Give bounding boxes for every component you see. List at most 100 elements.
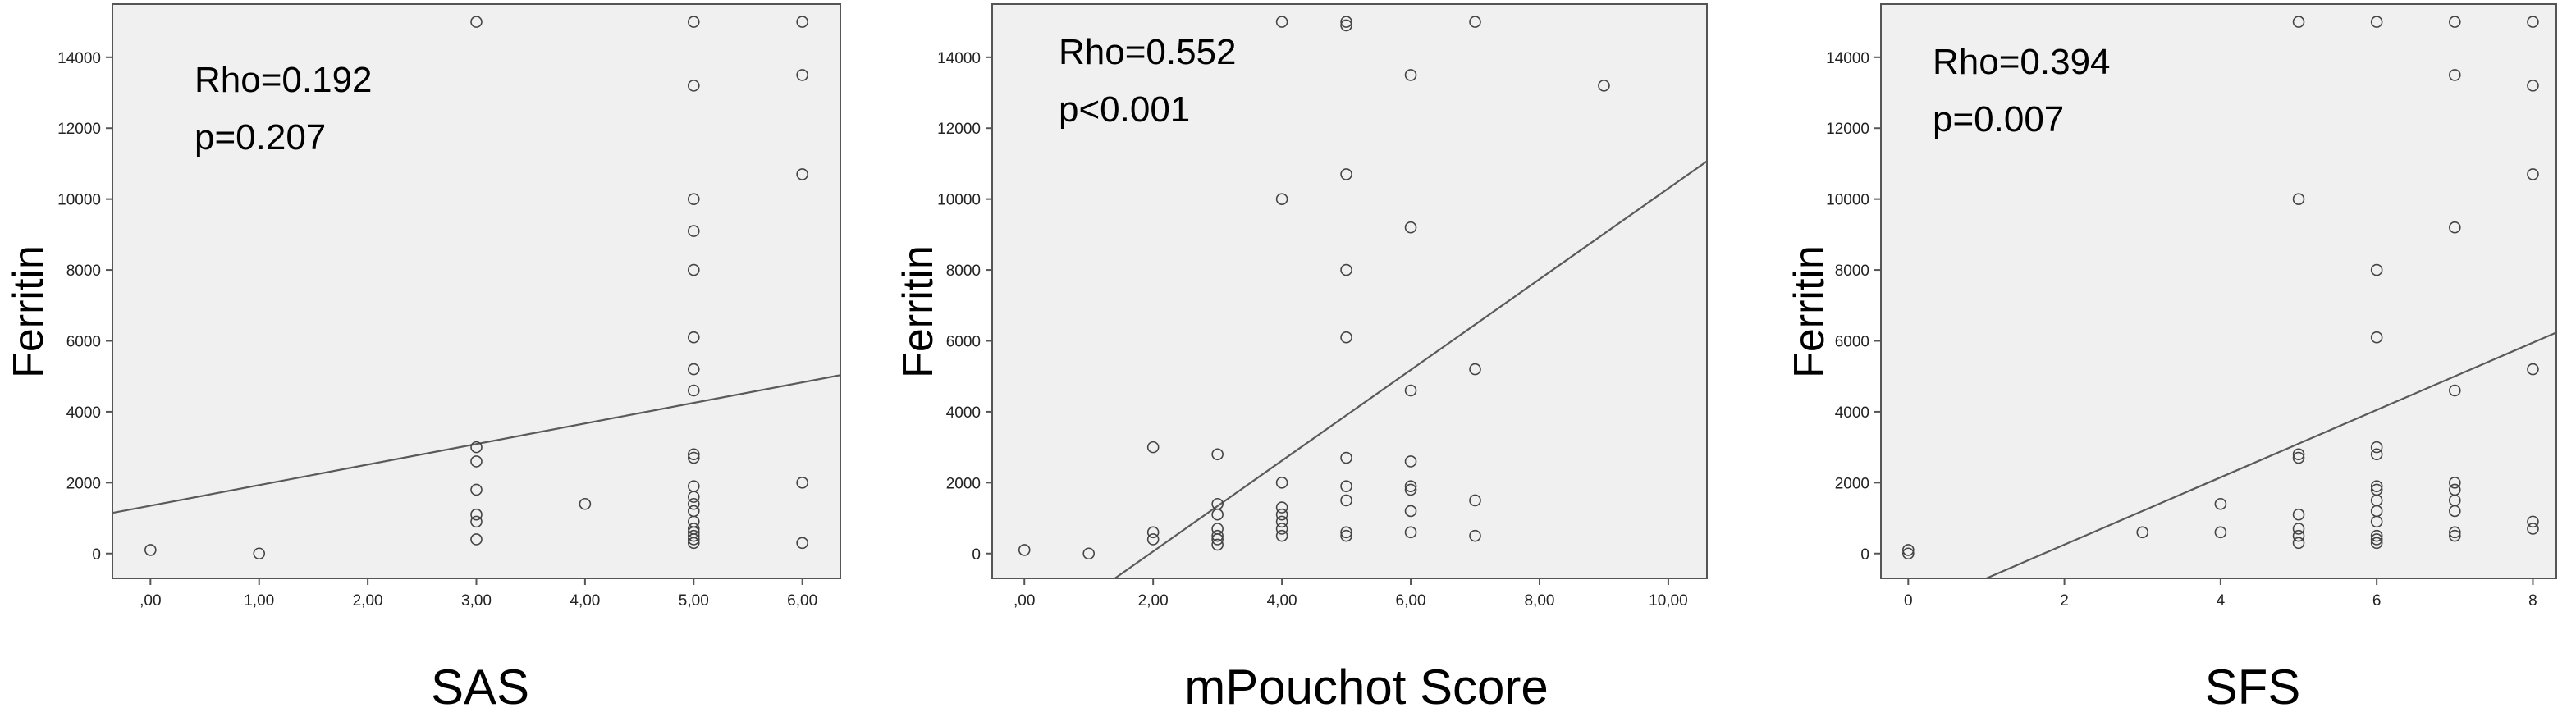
data-point bbox=[2292, 16, 2305, 28]
data-point bbox=[1340, 480, 1352, 492]
data-point bbox=[1469, 529, 1481, 542]
y-tick-label: 4000 bbox=[946, 404, 981, 422]
data-point bbox=[687, 225, 700, 237]
data-point bbox=[687, 363, 700, 376]
data-point bbox=[1340, 451, 1352, 464]
data-point bbox=[2449, 477, 2461, 489]
data-point bbox=[1340, 494, 1352, 507]
plot-area bbox=[1880, 3, 2557, 579]
scatter-panel-sfs: Ferritin SFS Rho=0.394 p=0.007 0 2000 4000… bbox=[1786, 3, 2557, 715]
y-tick-label: 10000 bbox=[1826, 192, 1869, 209]
data-point bbox=[2449, 505, 2461, 518]
x-tick-label: 5,00 bbox=[679, 592, 709, 610]
data-point bbox=[687, 529, 700, 542]
data-point bbox=[2370, 480, 2383, 492]
x-tick-label: 10,00 bbox=[1649, 592, 1688, 610]
data-point bbox=[470, 16, 483, 28]
data-point bbox=[1404, 480, 1417, 492]
fit-line bbox=[1983, 331, 2556, 578]
data-point bbox=[2527, 16, 2539, 28]
data-point bbox=[1018, 544, 1031, 556]
ylabel: Ferritin bbox=[895, 245, 942, 378]
data-point bbox=[2214, 497, 2227, 510]
data-point bbox=[1275, 193, 1288, 205]
data-point bbox=[2370, 448, 2383, 461]
y-tick-label: 12000 bbox=[57, 121, 101, 138]
data-point bbox=[1340, 168, 1352, 180]
annotation-p: p<0.001 bbox=[1059, 89, 1190, 130]
y-tick-label: 0 bbox=[972, 546, 981, 564]
data-point bbox=[1340, 526, 1352, 539]
data-point bbox=[2214, 526, 2227, 539]
xlabel: SAS bbox=[431, 660, 529, 715]
data-point bbox=[2449, 384, 2461, 397]
y-tick-label: 12000 bbox=[937, 121, 981, 138]
data-point bbox=[1275, 508, 1288, 521]
data-point bbox=[2370, 529, 2383, 542]
data-point bbox=[1211, 448, 1224, 461]
data-point bbox=[470, 508, 483, 521]
data-point bbox=[687, 16, 700, 28]
x-tick-label: 1,00 bbox=[244, 592, 274, 610]
y-tick-label: 0 bbox=[92, 546, 101, 564]
data-point bbox=[1469, 494, 1481, 507]
data-point bbox=[2292, 529, 2305, 542]
data-point bbox=[687, 451, 700, 464]
data-point bbox=[796, 69, 808, 81]
data-point bbox=[144, 544, 157, 556]
data-point bbox=[1404, 505, 1417, 518]
data-point bbox=[2370, 263, 2383, 276]
data-point bbox=[2527, 523, 2539, 535]
annotation-rho: Rho=0.192 bbox=[194, 60, 373, 100]
data-point bbox=[2527, 80, 2539, 92]
data-point bbox=[1404, 69, 1417, 81]
data-point bbox=[470, 515, 483, 528]
data-point bbox=[1404, 384, 1417, 397]
y-tick-label: 4000 bbox=[66, 404, 101, 422]
y-tick-label: 4000 bbox=[1835, 404, 1869, 422]
data-point bbox=[1404, 455, 1417, 468]
data-point bbox=[687, 448, 700, 461]
data-point bbox=[687, 384, 700, 397]
data-point bbox=[687, 80, 700, 92]
data-point bbox=[2292, 448, 2305, 461]
data-point bbox=[1902, 544, 1915, 556]
data-point bbox=[1275, 529, 1288, 542]
y-tick-label: 14000 bbox=[1826, 50, 1869, 67]
annotation-p: p=0.207 bbox=[194, 117, 326, 158]
data-point bbox=[1146, 441, 1160, 454]
data-point bbox=[1469, 16, 1481, 28]
data-point bbox=[687, 491, 700, 503]
data-point bbox=[687, 263, 700, 276]
data-point bbox=[1404, 221, 1417, 234]
data-point bbox=[1469, 363, 1481, 376]
xlabel: SFS bbox=[2205, 660, 2301, 715]
scatter-panel-sas: Ferritin SAS Rho=0.192 p=0.207 0 2000 4000… bbox=[5, 3, 841, 715]
y-tick-label: 2000 bbox=[1835, 475, 1869, 492]
data-point bbox=[1082, 547, 1096, 560]
y-tick-label: 10000 bbox=[937, 192, 981, 209]
x-tick-label: 8,00 bbox=[1524, 592, 1554, 610]
x-tick-label: 6 bbox=[2372, 592, 2382, 610]
data-point bbox=[2292, 508, 2305, 521]
x-tick-label: 6,00 bbox=[787, 592, 817, 610]
x-tick-label: 4 bbox=[2217, 592, 2226, 610]
x-tick-label: 4,00 bbox=[1267, 592, 1297, 610]
y-tick-label: 6000 bbox=[946, 333, 981, 350]
data-point bbox=[470, 441, 483, 454]
plot-area bbox=[112, 3, 841, 579]
data-point bbox=[1275, 477, 1288, 489]
data-point bbox=[1146, 526, 1160, 539]
data-point bbox=[796, 537, 808, 550]
data-point bbox=[2370, 441, 2383, 454]
x-tick-label: 2 bbox=[2060, 592, 2069, 610]
data-point bbox=[1404, 483, 1417, 496]
data-point bbox=[2527, 515, 2539, 528]
data-point bbox=[1275, 523, 1288, 535]
y-tick-label: 8000 bbox=[1835, 263, 1869, 280]
data-point bbox=[1275, 501, 1288, 514]
data-point bbox=[2527, 363, 2539, 376]
x-tick-label: 8 bbox=[2528, 592, 2537, 610]
annotation-rho: Rho=0.394 bbox=[1933, 42, 2111, 82]
data-point bbox=[470, 533, 483, 546]
